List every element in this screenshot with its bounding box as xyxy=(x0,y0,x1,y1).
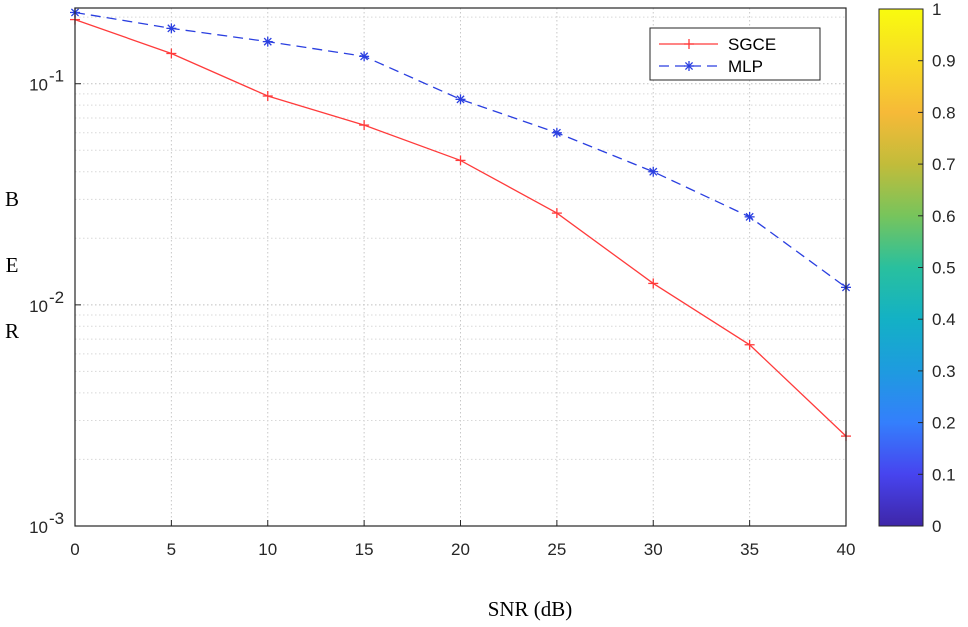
data-point-mlp xyxy=(359,51,370,62)
x-axis-label: SNR (dB) xyxy=(488,597,573,621)
data-point-sgce xyxy=(551,208,562,219)
colorbar-tick-label: 0.8 xyxy=(932,103,956,122)
legend: SGCE MLP xyxy=(649,27,821,81)
series-sgce xyxy=(70,14,851,442)
x-tick-label: 35 xyxy=(740,540,759,559)
data-point-mlp xyxy=(648,166,659,177)
data-point-mlp xyxy=(455,94,466,105)
colorbar-tick-label: 1 xyxy=(932,0,941,19)
colorbar-tick-label: 0.9 xyxy=(932,52,956,71)
y-axis-label-letter: E xyxy=(6,253,19,277)
y-tick-label: 10 xyxy=(29,76,48,95)
data-point-sgce xyxy=(359,120,370,131)
legend-label: SGCE xyxy=(728,35,776,54)
y-tick-exponent: -2 xyxy=(49,288,64,307)
x-tick-label: 25 xyxy=(547,540,566,559)
colorbar-tick-label: 0 xyxy=(932,517,941,536)
x-tick-label: 0 xyxy=(70,540,79,559)
series-line-mlp xyxy=(74,11,847,288)
y-tick-exponent: -3 xyxy=(49,509,64,528)
y-tick-label: 10 xyxy=(29,518,48,537)
data-point-sgce xyxy=(744,339,755,350)
y-axis-label: B E R xyxy=(5,187,19,343)
data-point-mlp xyxy=(262,36,273,47)
legend-entry-sgce: SGCE xyxy=(659,35,776,54)
y-axis-label-letter: R xyxy=(5,319,19,343)
data-point-mlp xyxy=(551,127,562,138)
grid xyxy=(75,8,846,526)
legend-box xyxy=(649,27,821,81)
legend-entry-mlp: MLP xyxy=(659,57,763,76)
colorbar-tick-label: 0.5 xyxy=(932,259,956,278)
colorbar-gradient xyxy=(878,8,924,527)
y-tick-exponent: -1 xyxy=(49,67,64,86)
colorbar-tick-label: 0.4 xyxy=(932,310,956,329)
x-tick-label: 5 xyxy=(167,540,176,559)
legend-label: MLP xyxy=(728,57,763,76)
colorbar-tick-label: 0.6 xyxy=(932,207,956,226)
x-tick-labels: 0 5 10 15 20 25 30 35 40 xyxy=(70,520,855,559)
colorbar-tick-label: 0.7 xyxy=(932,155,956,174)
colorbar-tick-label: 0.2 xyxy=(932,414,956,433)
data-point-sgce xyxy=(648,278,659,289)
y-tick-label: 10 xyxy=(29,297,48,316)
colorbar: 0 0.1 0.2 0.3 0.4 0.5 0.6 0.7 0.8 0.9 1 xyxy=(878,0,956,536)
legend-marker xyxy=(684,61,694,71)
x-tick-label: 20 xyxy=(451,540,470,559)
legend-marker xyxy=(684,39,694,49)
data-point-mlp xyxy=(744,211,755,222)
x-tick-label: 15 xyxy=(355,540,374,559)
x-tick-label: 10 xyxy=(258,540,277,559)
colorbar-tick-label: 0.3 xyxy=(932,362,956,381)
x-tick-label: 40 xyxy=(837,540,856,559)
y-axis-label-letter: B xyxy=(5,187,19,211)
x-tick-label: 30 xyxy=(644,540,663,559)
colorbar-tick-label: 0.1 xyxy=(932,465,956,484)
data-point-sgce xyxy=(166,48,177,59)
data-point-sgce xyxy=(262,90,273,101)
y-tick-labels: 10-110-210-3 xyxy=(29,67,81,537)
data-point-mlp xyxy=(166,23,177,34)
data-point-sgce xyxy=(455,155,466,166)
